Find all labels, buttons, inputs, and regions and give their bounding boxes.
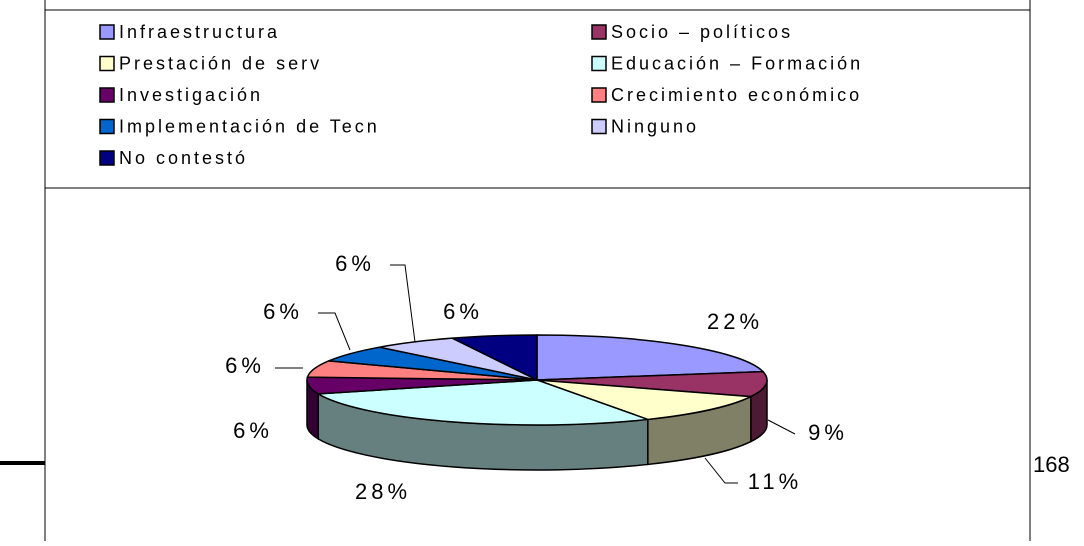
- value-label: 9%: [808, 420, 848, 445]
- value-label: 11%: [748, 469, 802, 494]
- legend-swatch: [591, 118, 607, 135]
- page-number: 168: [1033, 452, 1070, 477]
- value-label: 22%: [707, 309, 763, 334]
- value-label: 28%: [355, 479, 411, 504]
- legend-swatch: [591, 55, 607, 72]
- pie-slice: [449, 334, 538, 382]
- labels: Infraestructura Socio – políticos Prestaci…: [99, 22, 863, 504]
- leader-line: [390, 264, 416, 343]
- legend-swatch: [99, 87, 115, 103]
- leader-line: [704, 457, 738, 484]
- legend-label: Crecimiento económico: [611, 85, 862, 105]
- legend-swatch: [99, 118, 115, 135]
- pie-slice: [536, 379, 754, 421]
- legend-label: Educación – Formación: [611, 53, 863, 73]
- pie-tops: [306, 334, 768, 426]
- value-label: 6%: [225, 353, 265, 378]
- legend-swatch: [99, 150, 115, 166]
- value-label: 6%: [443, 299, 483, 324]
- value-label: 6%: [263, 299, 303, 324]
- pie-slice: [315, 379, 649, 426]
- legend-label: Investigación: [119, 85, 263, 105]
- pie-slice: [536, 334, 765, 381]
- legend-swatch: [99, 55, 115, 72]
- legend-swatch: [591, 87, 607, 103]
- legend-label: Socio – políticos: [611, 22, 793, 42]
- legend-label: No contestó: [119, 148, 248, 168]
- leader-line: [767, 419, 796, 435]
- legend-box: [44, 9, 1031, 189]
- legend-label: Infraestructura: [119, 22, 280, 42]
- legend-swatch: [99, 24, 115, 40]
- legend-label: Implementación de Tecn: [119, 116, 380, 136]
- legend-swatch: [591, 24, 607, 40]
- value-label: 6%: [335, 251, 375, 276]
- legend-label: Ninguno: [611, 116, 699, 136]
- legend-label: Prestación de serv: [119, 53, 322, 73]
- pie-slice: [536, 370, 768, 398]
- value-label: 6%: [233, 418, 273, 443]
- leader-line: [318, 312, 351, 351]
